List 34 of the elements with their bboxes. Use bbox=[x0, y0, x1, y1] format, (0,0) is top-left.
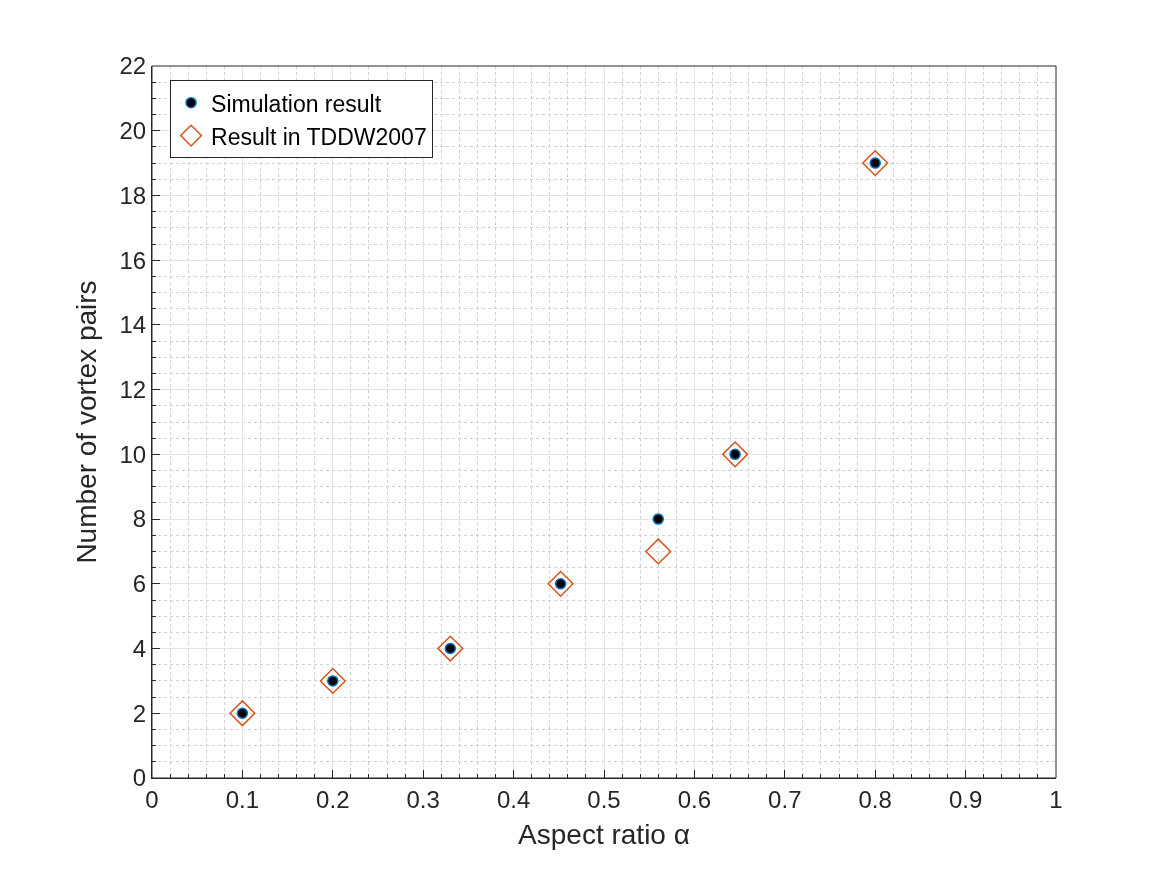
point bbox=[229, 700, 256, 727]
point bbox=[547, 570, 574, 597]
x-tick-label: 0.3 bbox=[406, 785, 440, 813]
x-tick-label: 1 bbox=[1049, 785, 1063, 813]
point bbox=[652, 513, 664, 525]
y-tick-label: 2 bbox=[132, 699, 147, 727]
x-tick-label: 0.5 bbox=[587, 785, 621, 813]
x-tick-label: 0.4 bbox=[496, 785, 531, 813]
y-tick-label: 8 bbox=[132, 505, 147, 533]
y-tick-label: 4 bbox=[132, 634, 147, 662]
y-tick-label: 10 bbox=[119, 440, 147, 468]
point bbox=[645, 538, 672, 565]
y-tick-label: 20 bbox=[119, 117, 147, 145]
x-tick-label: 0.8 bbox=[858, 785, 892, 813]
x-tick-label: 0.7 bbox=[768, 785, 802, 813]
x-axis-title: Aspect ratio α bbox=[518, 818, 690, 850]
point bbox=[319, 667, 346, 695]
y-tick-label: 12 bbox=[119, 376, 147, 404]
y-axis-title: Number of vortex pairs bbox=[71, 280, 103, 564]
y-tick-label: 18 bbox=[119, 181, 147, 209]
y-tick-label: 16 bbox=[119, 246, 147, 274]
x-tick-label: 0.9 bbox=[948, 785, 983, 813]
x-tick-label: 0.6 bbox=[677, 785, 712, 813]
legend-label: Result in TDDW2007 bbox=[211, 123, 427, 150]
y-tick-label: 0 bbox=[132, 764, 147, 792]
y-tick-label: 22 bbox=[119, 52, 147, 80]
x-tick-label: 0.2 bbox=[316, 785, 350, 813]
legend-label: Simulation result bbox=[211, 90, 382, 117]
point bbox=[862, 149, 889, 177]
y-tick-label: 6 bbox=[132, 570, 147, 598]
point bbox=[437, 635, 464, 662]
x-tick-label: 0.1 bbox=[225, 785, 260, 813]
point bbox=[721, 441, 749, 468]
y-tick-label: 14 bbox=[119, 311, 147, 339]
